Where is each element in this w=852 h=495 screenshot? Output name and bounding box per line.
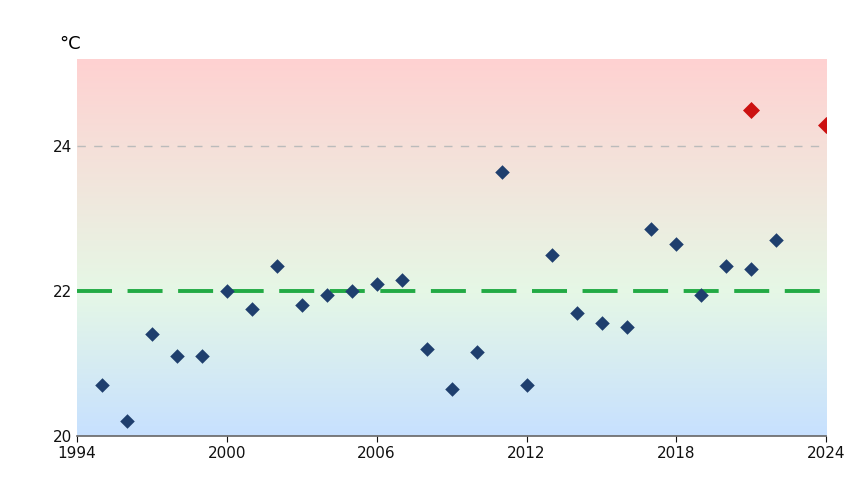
Point <box>270 262 284 270</box>
Point <box>370 280 383 288</box>
Point <box>469 348 483 356</box>
Point <box>544 251 558 259</box>
Text: °C: °C <box>60 35 81 52</box>
Point <box>520 381 533 389</box>
Point <box>145 330 158 338</box>
Point <box>420 345 434 353</box>
Point <box>445 385 458 393</box>
Point <box>720 262 734 270</box>
Point <box>320 291 333 298</box>
Point <box>345 287 359 295</box>
Point <box>595 319 608 327</box>
Point <box>495 168 509 176</box>
Point <box>769 236 783 244</box>
Point <box>220 287 233 295</box>
Point <box>645 225 659 233</box>
Point <box>170 352 183 360</box>
Point <box>694 291 708 298</box>
Point <box>670 240 683 248</box>
Point <box>195 352 209 360</box>
Point <box>245 305 258 313</box>
Point <box>820 121 833 129</box>
Point <box>745 265 758 273</box>
Point <box>745 106 758 114</box>
Point <box>570 309 584 317</box>
Point <box>120 417 134 425</box>
Point <box>295 301 308 309</box>
Point <box>95 381 108 389</box>
Point <box>394 276 408 284</box>
Point <box>619 323 633 331</box>
